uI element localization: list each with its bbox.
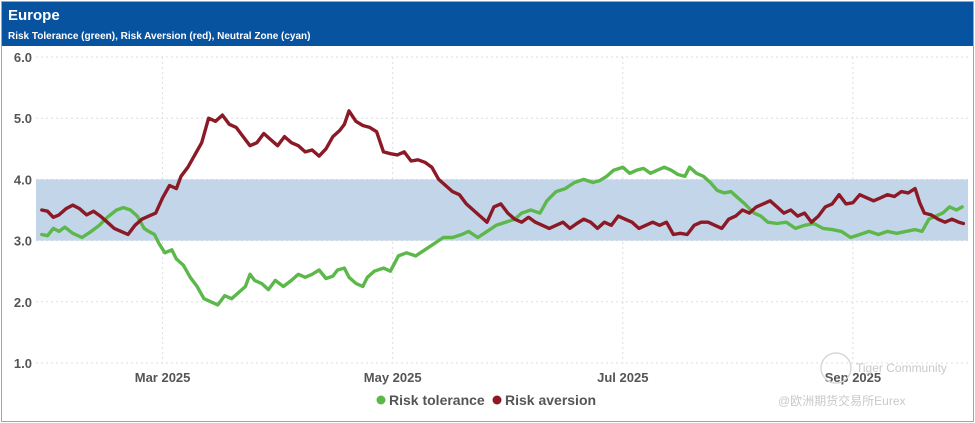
- legend-label: Risk tolerance: [389, 392, 485, 408]
- y-tick-label: 2.0: [14, 295, 32, 310]
- chart-subtitle: Risk Tolerance (green), Risk Aversion (r…: [8, 31, 311, 42]
- y-tick-label: 6.0: [14, 50, 32, 65]
- neutral-zone-band: [36, 179, 968, 241]
- watermark-line-2: @欧洲期货交易所Eurex: [778, 393, 906, 408]
- series-line-risk-aversion: [40, 109, 966, 237]
- y-tick-label: 4.0: [14, 172, 32, 187]
- chart-header: Europe Risk Tolerance (green), Risk Aver…: [2, 2, 973, 46]
- watermark: Tiger Community @欧洲期货交易所Eurex: [778, 352, 947, 408]
- legend-label: Risk aversion: [505, 392, 596, 408]
- y-tick-label: 5.0: [14, 111, 32, 126]
- legend-marker: [492, 395, 502, 405]
- y-axis-ticks: 6.0 5.0 4.0 3.0 2.0 1.0: [14, 50, 32, 371]
- grid: [36, 56, 968, 364]
- series-line-risk-tolerance: [40, 165, 964, 307]
- y-tick-label: 3.0: [14, 234, 32, 249]
- legend: Risk tolerance Risk aversion: [376, 392, 596, 408]
- x-tick-label: May 2025: [364, 370, 422, 385]
- x-tick-label: Jul 2025: [597, 370, 648, 385]
- watermark-line-1: Tiger Community: [856, 361, 947, 375]
- x-axis-ticks: Mar 2025 May 2025 Jul 2025 Sep 2025: [135, 370, 881, 385]
- y-tick-label: 1.0: [14, 356, 32, 371]
- series-lines: [40, 109, 966, 307]
- x-tick-label: Mar 2025: [135, 370, 191, 385]
- x-tick-label: Sep 2025: [825, 370, 881, 385]
- chart-title: Europe: [8, 7, 60, 24]
- legend-marker: [376, 395, 386, 405]
- tiger-logo-icon: [820, 352, 852, 384]
